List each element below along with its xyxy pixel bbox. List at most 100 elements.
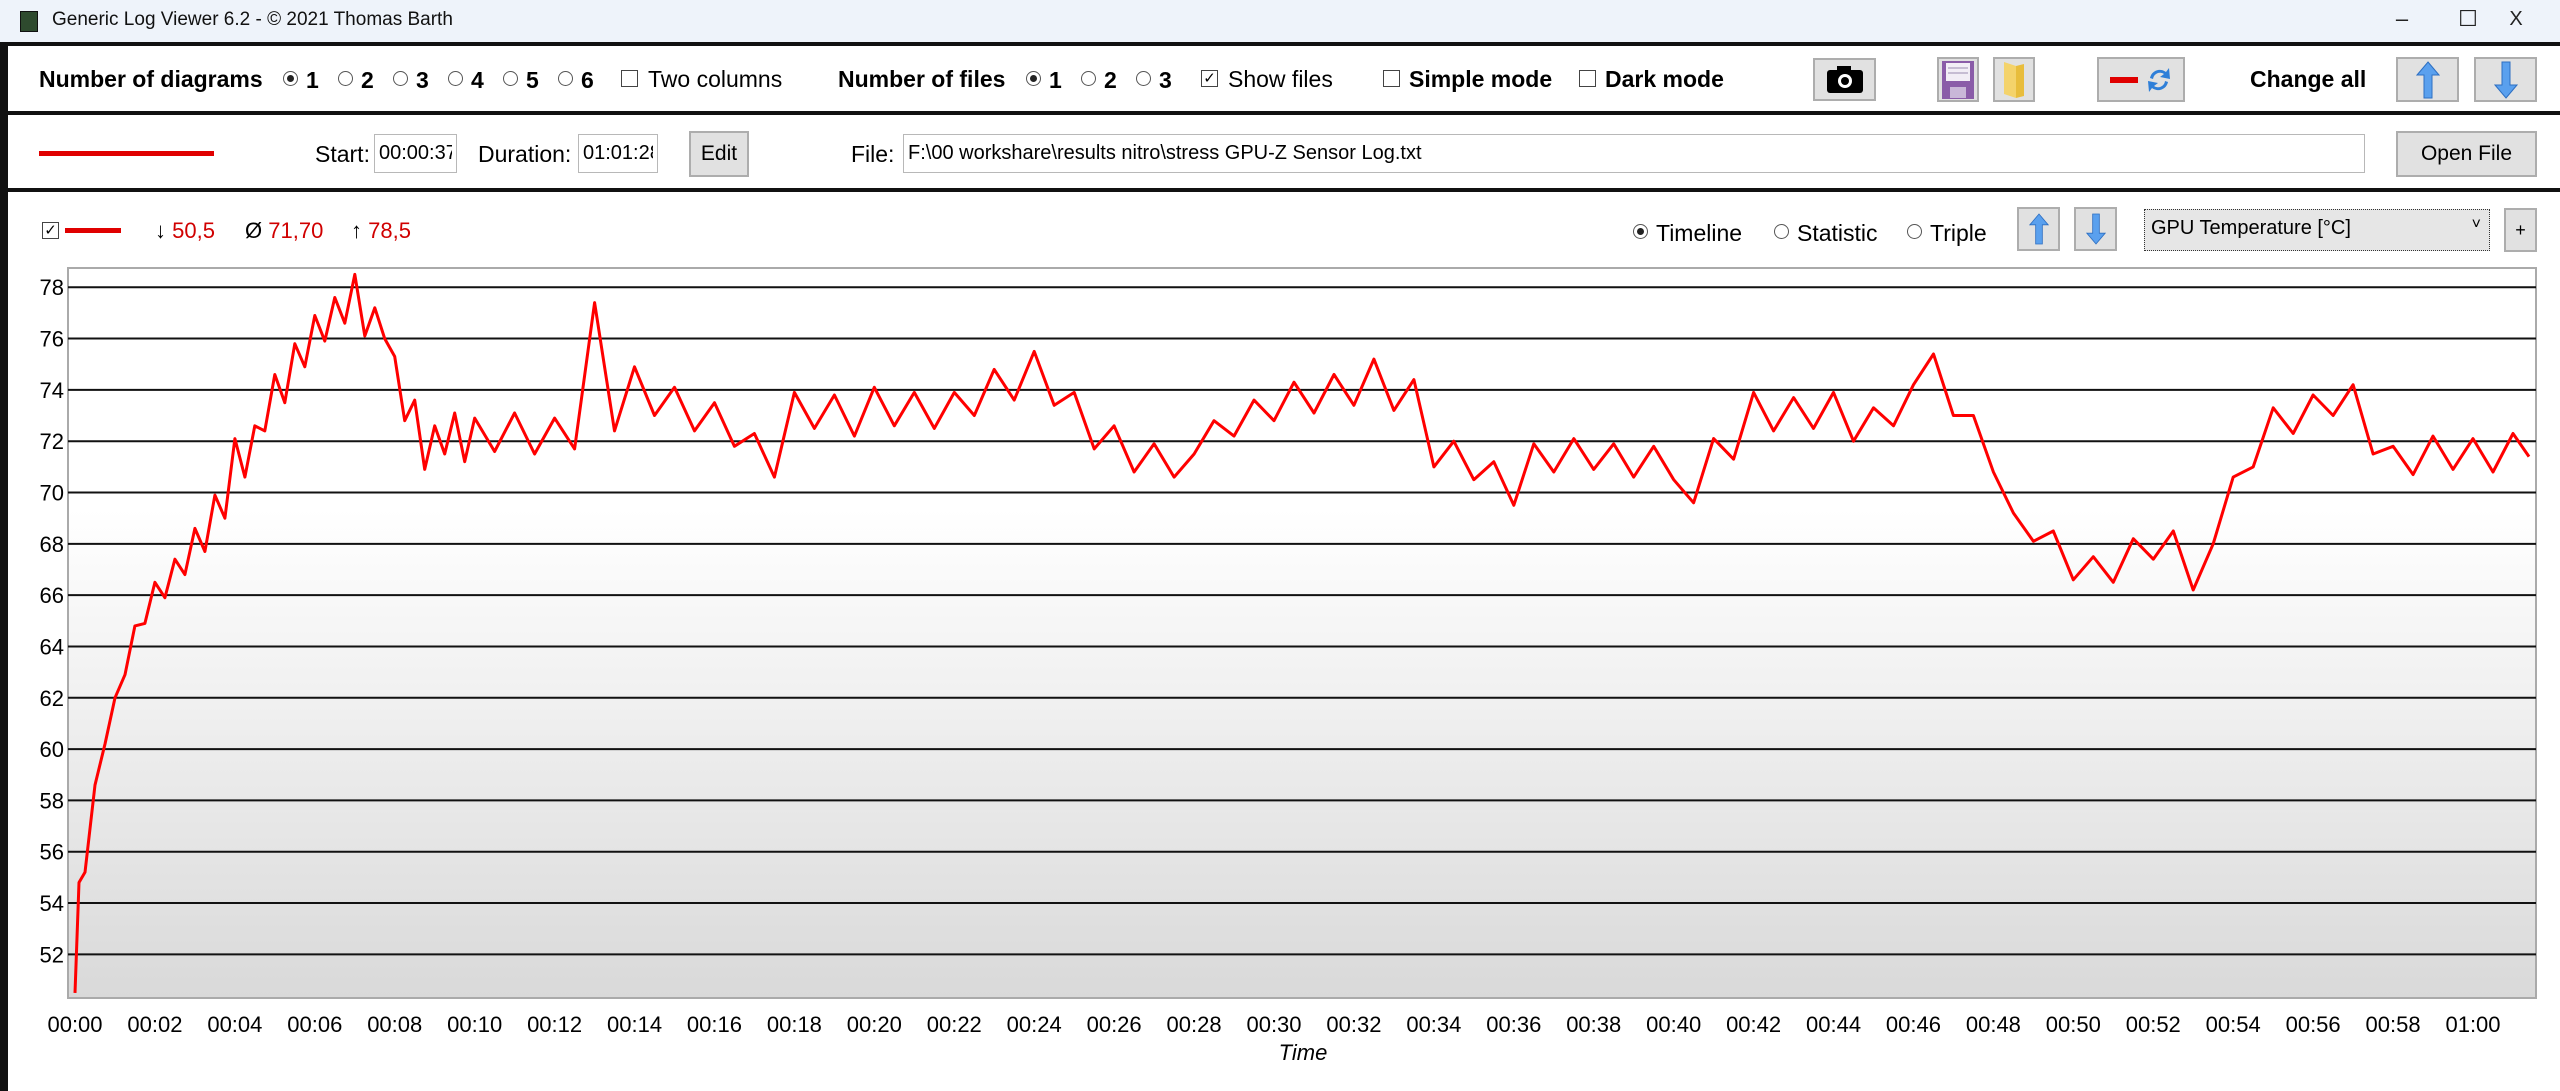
diagrams-6-radio[interactable] xyxy=(558,71,573,86)
diagrams-2-radio[interactable] xyxy=(338,71,353,86)
open-folder-button[interactable] xyxy=(1993,57,2035,102)
x-tick-label: 00:48 xyxy=(1966,1012,2021,1037)
x-tick-label: 00:56 xyxy=(2286,1012,2341,1037)
mode-triple-radio[interactable] xyxy=(1907,224,1922,239)
color-refresh-icon xyxy=(2110,68,2170,92)
max-value: 78,5 xyxy=(368,218,411,243)
file-path-input[interactable] xyxy=(903,134,2365,173)
y-tick-label: 70 xyxy=(40,481,64,506)
two-columns-checkbox[interactable] xyxy=(621,70,638,87)
mode-statistic-radio[interactable] xyxy=(1774,224,1789,239)
dark-mode-checkbox[interactable] xyxy=(1579,70,1596,87)
arrow-up-icon xyxy=(2415,61,2440,99)
move-diagram-down-button[interactable] xyxy=(2074,207,2117,251)
x-tick-label: 00:02 xyxy=(127,1012,182,1037)
diagrams-2-label: 2 xyxy=(361,67,374,93)
diagram-visible-checkbox[interactable]: ✓ xyxy=(42,222,59,239)
sensor-dropdown[interactable]: GPU Temperature [°C] ˅ xyxy=(2144,209,2490,251)
files-3-radio[interactable] xyxy=(1136,71,1151,86)
file-label: File: xyxy=(851,141,895,167)
divider xyxy=(0,42,2560,46)
mode-timeline-radio[interactable] xyxy=(1633,224,1648,239)
diagrams-3-radio[interactable] xyxy=(393,71,408,86)
x-tick-label: 00:00 xyxy=(47,1012,102,1037)
files-2-label: 2 xyxy=(1104,67,1117,93)
x-tick-label: 00:04 xyxy=(207,1012,262,1037)
mode-timeline-label: Timeline xyxy=(1656,220,1743,246)
show-files-checkbox[interactable]: ✓ xyxy=(1201,70,1218,87)
mode-statistic-label: Statistic xyxy=(1797,220,1878,246)
y-tick-label: 66 xyxy=(40,583,64,608)
mode-triple-label: Triple xyxy=(1930,220,1987,246)
x-tick-label: 00:54 xyxy=(2206,1012,2261,1037)
avg-value: 71,70 xyxy=(268,218,324,243)
close-button[interactable]: X xyxy=(2509,8,2523,30)
series-color-swatch[interactable] xyxy=(65,228,121,233)
x-tick-label: 00:14 xyxy=(607,1012,662,1037)
y-tick-label: 56 xyxy=(40,840,64,865)
x-tick-label: 00:34 xyxy=(1406,1012,1461,1037)
arrow-up-icon xyxy=(2028,213,2049,245)
x-tick-label: 00:46 xyxy=(1886,1012,1941,1037)
app-icon xyxy=(20,11,38,32)
simple-mode-label: Simple mode xyxy=(1409,66,1553,92)
start-input[interactable] xyxy=(374,134,457,173)
move-up-all-button[interactable] xyxy=(2396,57,2459,102)
move-down-all-button[interactable] xyxy=(2474,57,2537,102)
screenshot-button[interactable] xyxy=(1813,58,1876,101)
save-button[interactable] xyxy=(1937,57,1979,102)
x-tick-label: 00:40 xyxy=(1646,1012,1701,1037)
maximize-button[interactable]: ☐ xyxy=(2458,6,2478,31)
diagrams-4-radio[interactable] xyxy=(448,71,463,86)
files-1-radio[interactable] xyxy=(1026,71,1041,86)
duration-label: Duration: xyxy=(478,141,572,167)
duration-input[interactable] xyxy=(578,134,658,173)
series-line xyxy=(73,272,2531,993)
max-symbol: ↑ xyxy=(351,218,362,243)
min-value: 50,5 xyxy=(172,218,215,243)
x-tick-label: 00:30 xyxy=(1246,1012,1301,1037)
x-tick-label: 00:38 xyxy=(1566,1012,1621,1037)
simple-mode-checkbox[interactable] xyxy=(1383,70,1400,87)
x-tick-label: 00:28 xyxy=(1167,1012,1222,1037)
min-stat: ↓ 50,5 xyxy=(155,218,215,244)
diagrams-5-radio[interactable] xyxy=(503,71,518,86)
x-tick-label: 00:08 xyxy=(367,1012,422,1037)
arrow-down-icon xyxy=(2493,61,2518,99)
diagrams-5-label: 5 xyxy=(526,67,539,93)
x-tick-label: 00:32 xyxy=(1326,1012,1381,1037)
y-tick-label: 72 xyxy=(40,429,64,454)
open-file-button[interactable]: Open File xyxy=(2396,131,2537,177)
move-diagram-up-button[interactable] xyxy=(2017,207,2060,251)
x-tick-label: 00:12 xyxy=(527,1012,582,1037)
diagrams-6-label: 6 xyxy=(581,67,594,93)
minimize-button[interactable]: – xyxy=(2395,6,2409,31)
plot-area xyxy=(67,267,2537,999)
x-tick-label: 00:50 xyxy=(2046,1012,2101,1037)
y-tick-label: 54 xyxy=(40,891,64,916)
x-tick-label: 00:26 xyxy=(1087,1012,1142,1037)
x-tick-label: 00:18 xyxy=(767,1012,822,1037)
x-tick-label: 00:58 xyxy=(2366,1012,2421,1037)
x-tick-label: 00:24 xyxy=(1007,1012,1062,1037)
edit-button[interactable]: Edit xyxy=(689,131,749,177)
add-diagram-button[interactable]: + xyxy=(2504,208,2537,252)
number-of-files-label: Number of files xyxy=(838,66,1006,92)
min-symbol: ↓ xyxy=(155,218,166,243)
files-1-label: 1 xyxy=(1049,67,1062,93)
y-tick-label: 76 xyxy=(40,327,64,352)
y-tick-label: 78 xyxy=(40,275,64,300)
x-tick-label: 00:10 xyxy=(447,1012,502,1037)
file-line-color-swatch[interactable] xyxy=(39,151,214,156)
diagrams-1-label: 1 xyxy=(306,67,319,93)
x-tick-label: 00:06 xyxy=(287,1012,342,1037)
diagrams-1-radio[interactable] xyxy=(283,71,298,86)
divider xyxy=(0,111,2560,115)
title-bar: Generic Log Viewer 6.2 - © 2021 Thomas B… xyxy=(0,0,2560,42)
files-2-radio[interactable] xyxy=(1081,71,1096,86)
x-tick-label: 00:42 xyxy=(1726,1012,1781,1037)
divider xyxy=(0,188,2560,192)
change-color-button[interactable] xyxy=(2097,57,2185,102)
x-tick-label: 00:20 xyxy=(847,1012,902,1037)
x-tick-label: 00:36 xyxy=(1486,1012,1541,1037)
